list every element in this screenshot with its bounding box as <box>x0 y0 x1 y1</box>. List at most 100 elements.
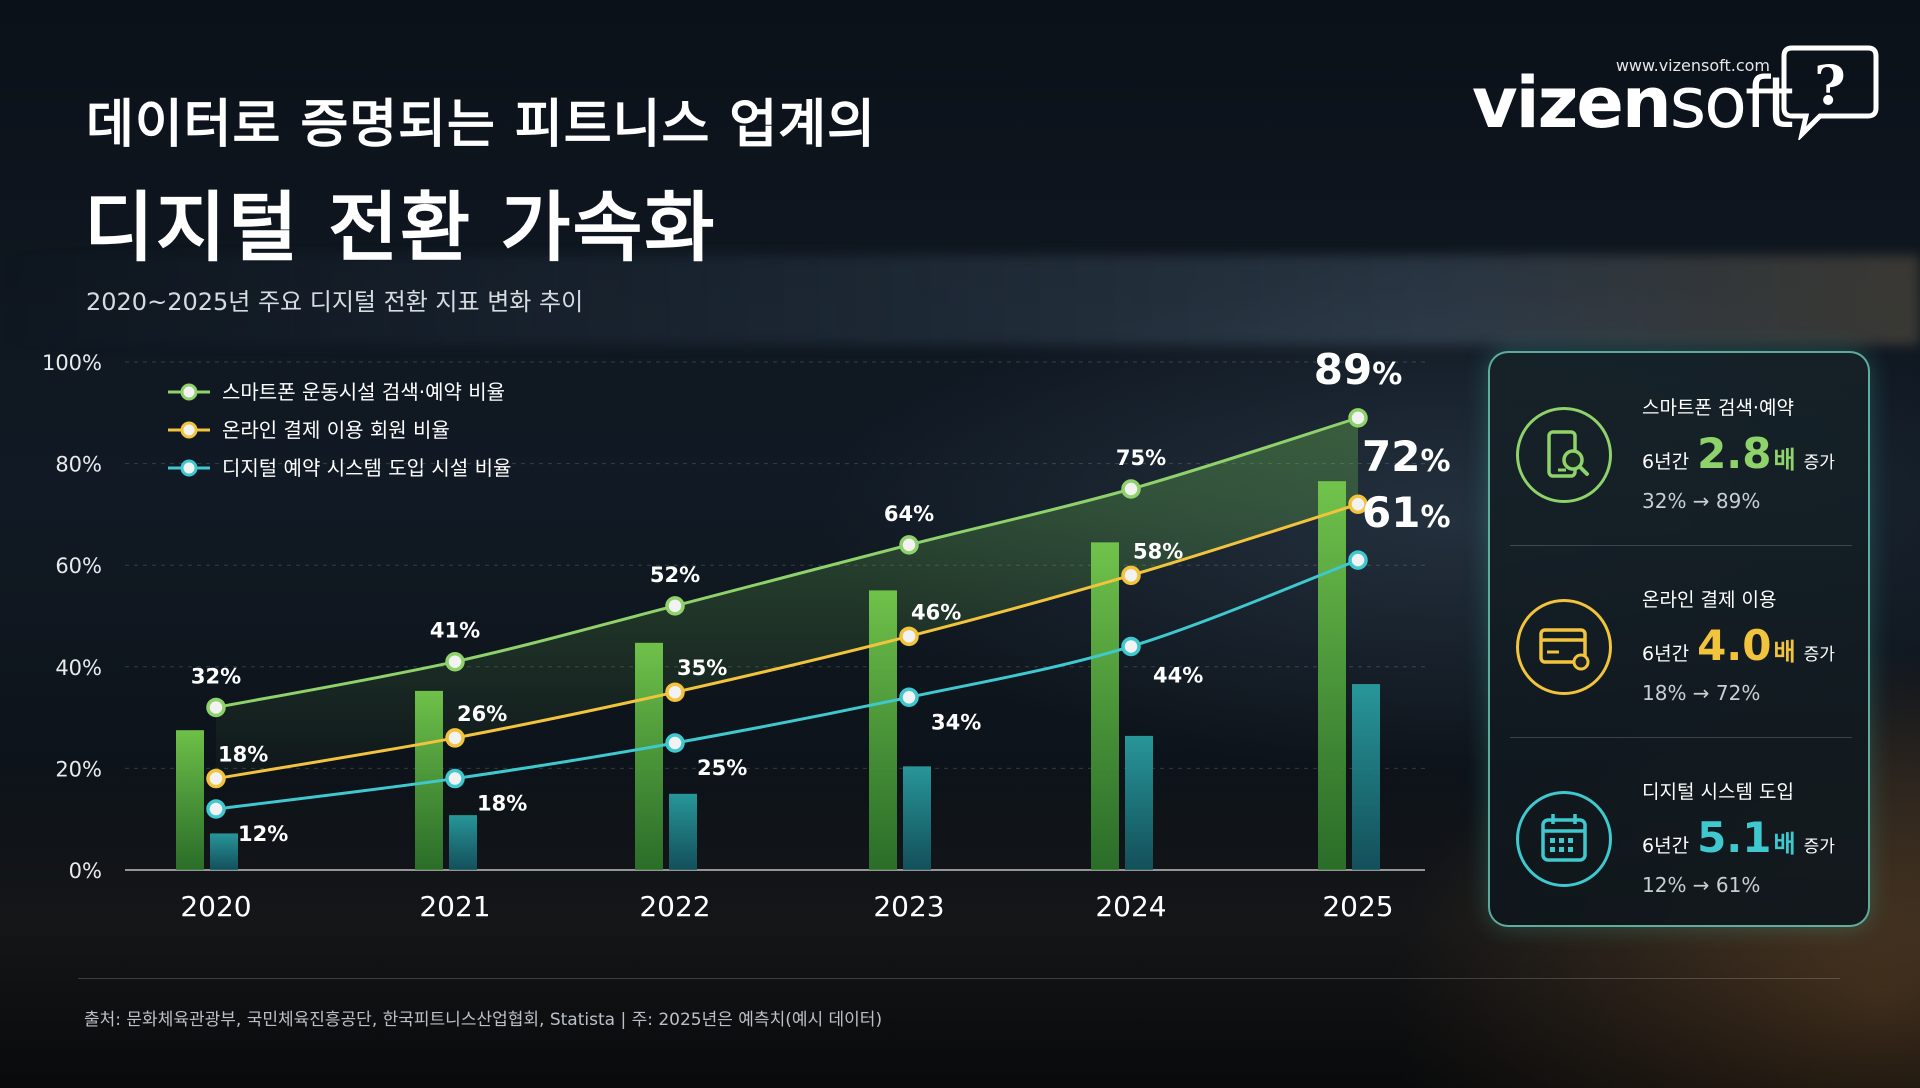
data-label: 89% <box>1314 345 1403 394</box>
chart-subtitle: 2020~2025년 주요 디지털 전환 지표 변화 추이 <box>86 288 584 316</box>
x-tick-label: 2025 <box>1322 890 1393 923</box>
data-label: 12% <box>238 822 288 846</box>
svg-text:?: ? <box>1814 53 1846 117</box>
y-tick-label: 0% <box>69 859 102 883</box>
series-line-2 <box>215 502 1359 781</box>
kpi-range: 12% → 61% <box>1642 873 1761 897</box>
data-point-3 <box>1121 636 1141 657</box>
data-point-2 <box>1348 494 1368 514</box>
legend-label: 온라인 결제 이용 회원 비율 <box>222 418 450 442</box>
legend-label: 스마트폰 운동시설 검색·예약 비율 <box>222 380 505 404</box>
kpi-digital-system: 디지털 시스템 도입 6년간 5.1 배 증가 12% → 61% <box>1490 737 1872 929</box>
series-line-1 <box>215 416 1359 709</box>
kpi-value: 5.1 <box>1697 813 1772 862</box>
data-point-3 <box>206 799 226 819</box>
y-axis-ticks: 0% 20% 40% 60% 80% 100% <box>42 351 102 883</box>
bar-green <box>1318 481 1346 870</box>
bar-teal <box>1352 684 1380 870</box>
bar-green <box>176 730 204 870</box>
bar-teal <box>1125 735 1153 870</box>
y-tick-label: 40% <box>55 656 102 680</box>
data-point-2 <box>665 682 685 702</box>
kpi-value: 4.0 <box>1697 621 1772 670</box>
grid-lines <box>125 361 1425 871</box>
data-label: 35% <box>677 656 727 680</box>
data-label: 72% <box>1362 432 1451 481</box>
kpi-unit: 배 <box>1773 638 1796 666</box>
logo-wordmark-light: soft <box>1669 62 1794 144</box>
data-label: 64% <box>884 502 934 526</box>
area-between-series <box>216 417 1358 779</box>
y-tick-label: 60% <box>55 554 102 578</box>
data-points <box>206 408 1368 819</box>
kpi-unit: 배 <box>1773 830 1796 858</box>
kpi-growth: 6년간 5.1 배 증가 <box>1642 813 1835 862</box>
kpi-online-payment: 온라인 결제 이용 6년간 4.0 배 증가 18% → 72% <box>1490 545 1872 737</box>
y-tick-label: 100% <box>42 351 102 375</box>
x-tick-label: 2022 <box>639 890 710 923</box>
bar-green <box>1091 542 1119 870</box>
data-label: 18% <box>477 792 527 816</box>
kpi-prefix: 6년간 <box>1642 643 1690 665</box>
data-labels: 32% 41% 52% 64% 75% 89% 18% 26% 35% 46% 58% 72% 12% 1… <box>191 345 1451 846</box>
bar-teal <box>903 766 931 870</box>
kpi-panel: 스마트폰 검색·예약 6년간 2.8 배 증가 32% → 89% 온라인 결제… <box>1488 351 1870 927</box>
kpi-growth: 6년간 2.8 배 증가 <box>1642 429 1835 478</box>
data-point-2 <box>445 728 465 748</box>
bar-teal <box>669 793 697 870</box>
data-point-1 <box>899 535 919 555</box>
kpi-prefix: 6년간 <box>1642 835 1690 857</box>
data-point-2 <box>1121 565 1141 586</box>
data-point-2 <box>899 626 919 647</box>
footer-divider <box>78 978 1840 979</box>
data-point-1 <box>206 697 226 718</box>
vizensoft-logo: www.vizensoft.com vizensoft ? <box>1470 40 1880 150</box>
series-line-3 <box>215 558 1359 811</box>
kpi-range: 32% → 89% <box>1642 489 1761 513</box>
bar-green <box>869 590 897 870</box>
data-point-1 <box>1348 408 1368 428</box>
kpi-value: 2.8 <box>1697 429 1772 478</box>
kpi-title: 디지털 시스템 도입 <box>1642 781 1794 803</box>
y-tick-label: 80% <box>55 453 102 477</box>
credit-card-icon <box>1516 599 1612 695</box>
data-point-3 <box>1348 550 1368 570</box>
x-tick-label: 2024 <box>1095 890 1166 923</box>
data-point-3 <box>445 768 465 789</box>
bars <box>176 481 1380 870</box>
data-point-1 <box>445 651 465 672</box>
data-label: 58% <box>1133 539 1183 563</box>
kpi-prefix: 6년간 <box>1642 451 1690 473</box>
kpi-range: 18% → 72% <box>1642 681 1761 705</box>
x-tick-label: 2020 <box>180 890 251 923</box>
bar-teal <box>449 815 477 870</box>
x-axis-ticks: 2020 2021 2022 2023 2024 2025 <box>180 890 1393 923</box>
kpi-suffix: 증가 <box>1803 453 1835 473</box>
data-label: 52% <box>650 563 700 587</box>
data-label: 44% <box>1153 663 1203 687</box>
bar-green <box>635 642 663 870</box>
data-label: 25% <box>697 756 747 780</box>
calendar-icon <box>1516 791 1612 887</box>
legend-label: 디지털 예약 시스템 도입 시설 비율 <box>222 456 511 480</box>
legend-marker <box>180 383 198 401</box>
data-label: 34% <box>931 710 981 734</box>
logo-url: www.vizensoft.com <box>1615 56 1770 75</box>
data-label: 61% <box>1362 488 1451 537</box>
kpi-search-booking: 스마트폰 검색·예약 6년간 2.8 배 증가 32% → 89% <box>1490 353 1872 545</box>
legend-marker <box>180 459 198 477</box>
data-label: 26% <box>457 702 507 726</box>
data-label: 41% <box>430 619 480 643</box>
kpi-suffix: 증가 <box>1803 645 1835 665</box>
data-point-2 <box>206 768 226 789</box>
logo-wordmark: vizensoft <box>1472 68 1794 138</box>
title-line-1: 데이터로 증명되는 피트니스 업계의 <box>86 95 876 155</box>
kpi-title: 스마트폰 검색·예약 <box>1642 397 1794 419</box>
source-footnote: 출처: 문화체육관광부, 국민체육진흥공단, 한국피트니스산업협회, Stati… <box>84 1010 883 1030</box>
kpi-growth: 6년간 4.0 배 증가 <box>1642 621 1835 670</box>
legend-marker <box>180 421 198 439</box>
data-point-1 <box>1121 479 1141 499</box>
speech-bubble-question-icon: ? <box>1781 45 1879 140</box>
